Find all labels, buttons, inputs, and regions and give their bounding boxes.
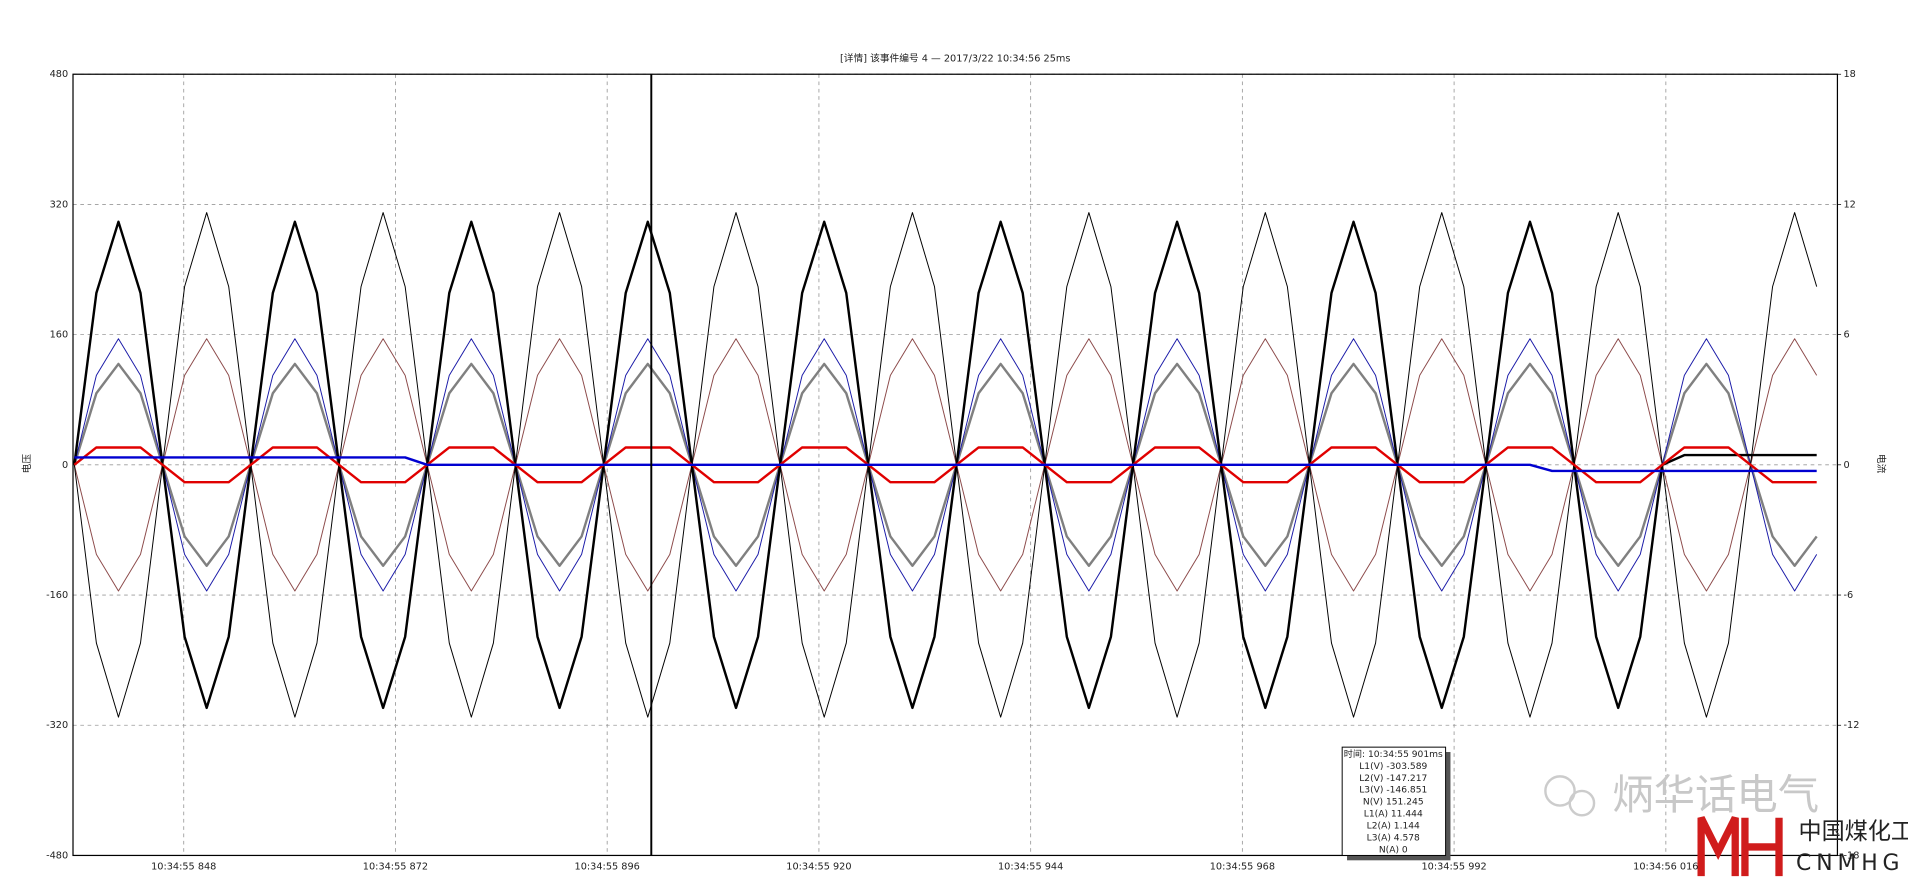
- y-axis-label: 电压: [20, 454, 33, 474]
- tooltip-line: L2(A) 1.144: [1367, 821, 1420, 831]
- y-tick-label: 320: [50, 199, 69, 210]
- logo-mark: [1697, 816, 1783, 877]
- y2-tick-label: -12: [1844, 720, 1860, 731]
- x-tick-label: 10:34:55 992: [1421, 861, 1486, 872]
- logo-en: CNMHG: [1796, 851, 1904, 876]
- x-tick-label: 10:34:55 848: [151, 861, 216, 872]
- series-line: [73, 220, 1817, 710]
- series-group: [73, 74, 1818, 856]
- x-tick-label: 10:34:55 944: [998, 861, 1063, 872]
- x-tick-label: 10:34:56 016: [1633, 861, 1698, 872]
- x-tick-label: 10:34:55 920: [786, 861, 851, 872]
- y2-tick-label: 0: [1844, 460, 1850, 471]
- y-tick-label: -480: [46, 850, 68, 861]
- x-tick-label: 10:34:55 872: [363, 861, 428, 872]
- tooltip-line: L3(A) 4.578: [1367, 833, 1420, 843]
- y2-tick-label: -6: [1844, 590, 1854, 601]
- watermark-text: 炳华话电气: [1612, 771, 1819, 819]
- series-line: [73, 212, 1818, 718]
- series-line: [74, 456, 1817, 473]
- y-tick-label: -160: [46, 590, 68, 601]
- tooltip-line: L3(V) -146.851: [1359, 786, 1427, 796]
- tooltip-line: L1(V) -303.589: [1359, 762, 1427, 772]
- y2-tick-label: 18: [1844, 69, 1856, 80]
- y-tick-label: 480: [50, 69, 69, 80]
- tooltip-line: 时间: 10:34:55 901ms: [1344, 748, 1443, 760]
- x-tick-label: 10:34:55 896: [575, 861, 640, 872]
- tooltip: 时间: 10:34:55 901ms L1(V) -303.589 L2(V) -1…: [1341, 746, 1451, 861]
- y-tick-label: 160: [50, 330, 69, 341]
- y-tick-label: 0: [62, 460, 68, 471]
- tooltip-line: N(A) 0: [1379, 845, 1408, 855]
- y2-axis-label: 电流: [1875, 454, 1888, 474]
- tooltip-line: L2(V) -147.217: [1359, 774, 1427, 784]
- series-line: [73, 362, 1818, 567]
- y2-tick-label: -18: [1844, 850, 1860, 861]
- watermark-icon: [1544, 775, 1576, 807]
- tooltip-box: [1341, 746, 1447, 856]
- logo-cn: 中国煤化工: [1798, 819, 1908, 845]
- tooltip-line: L1(A) 11.444: [1364, 810, 1423, 820]
- watermark: 炳华话电气 中国煤化工 CNMHG: [1544, 771, 1908, 877]
- watermark-icon: [1568, 789, 1596, 817]
- y2-tick-label: 12: [1844, 199, 1856, 210]
- series-line: [73, 338, 1818, 592]
- chart-title: [详情] 该事件编号 4 — 2017/3/22 10:34:56 25ms: [840, 51, 1070, 64]
- series-line: [73, 338, 1818, 592]
- tooltip-line: N(V) 151.245: [1363, 798, 1424, 808]
- x-tick-label: 10:34:55 968: [1210, 861, 1275, 872]
- y-tick-label: -320: [46, 720, 68, 731]
- y2-tick-label: 6: [1844, 330, 1850, 341]
- series-line: [73, 446, 1817, 484]
